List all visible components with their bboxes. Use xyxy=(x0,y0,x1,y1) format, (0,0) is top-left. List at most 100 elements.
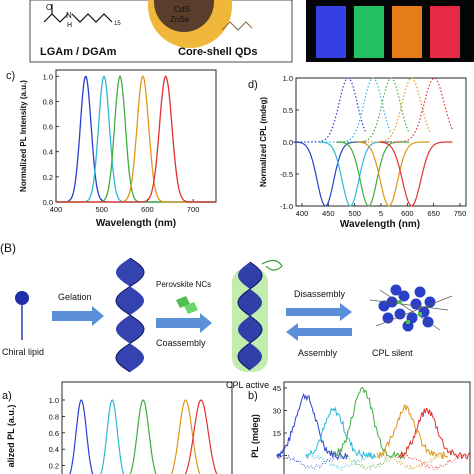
lipid-ball xyxy=(402,320,414,332)
cpl-silent-label: CPL silent xyxy=(372,348,413,358)
chart-d-series-5-positive xyxy=(379,77,453,143)
x-tick-label: 750 xyxy=(454,209,467,218)
qd-illustration xyxy=(148,0,253,48)
chart-d-series-4-positive xyxy=(357,77,431,143)
top-panel: O N H 15 LGAm / DGAm CdS ZnSe Core-shell… xyxy=(29,0,474,63)
chart-c-panel-label: c) xyxy=(6,70,15,82)
chart-b-yticks: -150153045 xyxy=(273,384,287,461)
vial xyxy=(316,6,346,58)
y-tick-label: 0.5 xyxy=(283,106,293,115)
chart-d-series-5-negative xyxy=(379,141,453,207)
chart-d-panel-label: d) xyxy=(248,79,258,91)
chart-c: c) 0.0 0.2 0.4 0.6 0.8 1.0 400 500 600 700 Wavel… xyxy=(6,69,217,229)
qd-label: Core-shell QDs xyxy=(178,46,257,58)
lipid-ball xyxy=(424,296,436,308)
gelation-label: Gelation xyxy=(58,292,92,302)
chart-b-series-4-reverse xyxy=(376,454,448,471)
chart-a-yticks: 0.2 0.4 0.6 0.8 1.0 xyxy=(49,396,65,471)
y-tick-label: 0.4 xyxy=(43,148,53,157)
x-tick-label: 650 xyxy=(427,209,440,218)
chiral-lipid-label: Chiral lipid xyxy=(2,347,44,357)
y-tick-label: 15 xyxy=(273,429,281,438)
cpl-silent-cluster xyxy=(369,284,453,332)
chart-c-ylabel: Normalized PL Intensity (a.u.) xyxy=(19,80,28,192)
chart-c-series-4 xyxy=(56,75,216,203)
lipid-strand xyxy=(379,289,441,331)
chart-a-panel-label: a) xyxy=(2,390,12,402)
chart-b-series-2 xyxy=(305,406,377,460)
chart-c-lines xyxy=(56,74,216,203)
y-tick-label: 0.4 xyxy=(49,445,59,454)
x-tick-label: 600 xyxy=(401,209,414,218)
y-tick-label: 45 xyxy=(273,384,281,393)
perovskite-label: Perovskite NCs xyxy=(156,280,211,289)
chart-a-frame xyxy=(61,381,233,474)
chart-c-xlabel: Wavelength (nm) xyxy=(96,218,176,229)
chart-b-series-1 xyxy=(276,392,349,460)
chart-a-series-1 xyxy=(69,399,94,474)
gelation-arrow xyxy=(52,306,104,326)
chart-b: b) -150153045 PL (mdeg) xyxy=(248,381,471,474)
chart-a-series-5 xyxy=(184,399,218,474)
lipid-strand xyxy=(369,299,449,311)
cpl-active-label: CPL active xyxy=(226,380,269,390)
y-tick-label: 0.8 xyxy=(49,412,59,421)
lipid-ball xyxy=(398,290,410,302)
vial xyxy=(430,6,460,58)
x-tick-label: 500 xyxy=(348,209,361,218)
chart-a-ylabel: alized PL (a.u.) xyxy=(6,405,16,468)
x-tick-label: 500 xyxy=(95,205,108,214)
y-tick-label: 30 xyxy=(273,407,281,416)
helix-cpl-active xyxy=(237,261,263,371)
x-tick-label: 600 xyxy=(141,205,154,214)
cpl-spiral-icon xyxy=(261,259,283,271)
ligand-atom-h: H xyxy=(67,22,72,29)
chart-d-series-1-negative xyxy=(293,141,367,207)
y-tick-label: 1.0 xyxy=(283,74,293,83)
section-b-label: (B) xyxy=(0,241,16,255)
ligand-subscript: 15 xyxy=(114,21,121,27)
y-tick-label: 0.2 xyxy=(43,173,53,182)
y-tick-label: 1.0 xyxy=(43,72,53,81)
nc-fragment xyxy=(418,312,422,316)
chart-d: d) -1.0 -0.5 0.0 0.5 1.0 400 450 500 5 600 650 750… xyxy=(248,74,467,230)
chart-c-series-5 xyxy=(56,75,216,203)
y-tick-label: 0.0 xyxy=(43,198,53,207)
vial xyxy=(354,6,384,58)
y-tick-label: 0.6 xyxy=(49,429,59,438)
x-tick-label: 5 xyxy=(379,209,383,218)
x-tick-label: 400 xyxy=(50,205,63,214)
disassembly-arrow xyxy=(286,303,352,321)
chart-b-lines xyxy=(276,386,470,471)
chart-d-series-1-positive xyxy=(293,77,367,143)
chart-d-xlabel: Wavelength (nm) xyxy=(340,219,420,230)
nc-fragment xyxy=(406,320,410,324)
chart-d-series-4-negative xyxy=(357,141,430,207)
chart-b-series-5-reverse xyxy=(398,453,470,471)
helix-edge xyxy=(115,257,145,373)
chart-b-panel-label: b) xyxy=(248,390,258,402)
ligand-atom-o: O xyxy=(46,3,52,12)
assembly-scheme: Chiral lipid Gelation Perovskite NCs Coa… xyxy=(2,257,453,390)
y-tick-label: 0.0 xyxy=(283,138,293,147)
chart-a-series-3 xyxy=(129,399,157,474)
chart-b-ylabel: PL (mdeg) xyxy=(250,414,260,458)
chart-c-yticks: 0.0 0.2 0.4 0.6 0.8 1.0 xyxy=(43,72,59,207)
y-tick-label: 0.8 xyxy=(43,97,53,106)
chart-d-series-3-negative xyxy=(336,141,410,207)
chart-d-xticks: 400 450 500 5 600 650 750 xyxy=(296,203,467,218)
chart-d-lines xyxy=(293,77,453,207)
chart-b-series-1-reverse xyxy=(276,453,348,470)
chart-b-frame xyxy=(283,381,471,474)
y-tick-label: 1.0 xyxy=(49,396,59,405)
x-tick-label: 450 xyxy=(322,209,335,218)
chart-a: a) 0.2 0.4 0.6 0.8 1.0 alized PL (a.u.) xyxy=(2,381,233,474)
qd-shell-znse: ZnSe xyxy=(170,15,190,24)
lipid-ball xyxy=(394,308,406,320)
lipid-head xyxy=(15,291,29,305)
lipid-ball xyxy=(378,300,390,312)
chart-b-series-3 xyxy=(333,386,406,460)
coassembly-label: Coassembly xyxy=(156,338,206,348)
coassembly-arrow xyxy=(156,313,212,333)
